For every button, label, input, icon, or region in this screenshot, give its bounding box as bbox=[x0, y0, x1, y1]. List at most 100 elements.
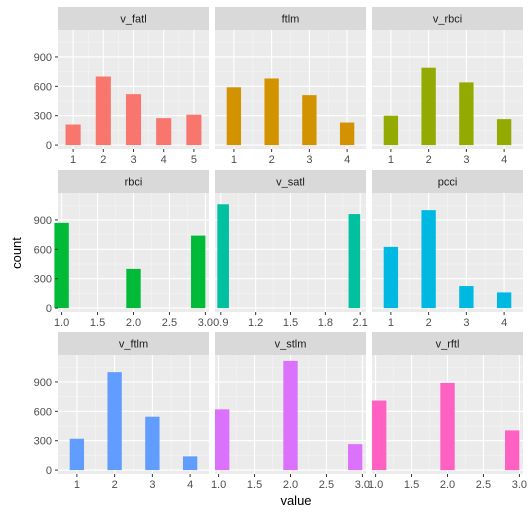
histogram-bar bbox=[107, 372, 122, 471]
histogram-bar bbox=[95, 76, 111, 146]
histogram-bar bbox=[182, 456, 198, 471]
facet-strip-label: v_stlm bbox=[275, 339, 307, 351]
facet-strip-label: v_satl bbox=[276, 177, 305, 189]
facet-strip bbox=[58, 170, 209, 193]
x-tick-label: 1 bbox=[70, 154, 76, 166]
y-tick-label: 0 bbox=[46, 303, 52, 315]
facet-panel-v-satl: v_satl 0.9 1.2 1.5 1.8 2.1 bbox=[213, 170, 368, 329]
x-tick-label: 2.5 bbox=[319, 479, 334, 491]
facet-panel-v-rbci: v_rbci 1 2 3 4 bbox=[372, 7, 523, 166]
histogram-bar bbox=[440, 382, 455, 471]
histogram-bar bbox=[496, 292, 512, 309]
histogram-bar bbox=[226, 87, 242, 146]
histogram-bar bbox=[459, 82, 474, 146]
facet-panel-pcci: pcci 1 2 3 4 bbox=[372, 170, 523, 329]
x-tick-label: 4 bbox=[344, 154, 350, 166]
x-tick-label: 2 bbox=[426, 317, 432, 329]
histogram-bar bbox=[496, 119, 512, 146]
histogram-bar bbox=[372, 400, 387, 471]
x-tick-label: 1.0 bbox=[211, 479, 226, 491]
x-tick-label: 1.8 bbox=[318, 317, 333, 329]
x-tick-label: 4 bbox=[161, 154, 167, 166]
facet-strip bbox=[372, 332, 523, 355]
histogram-bar bbox=[186, 114, 202, 146]
x-tick-label: 2.5 bbox=[476, 479, 491, 491]
x-tick-label: 2 bbox=[426, 154, 432, 166]
x-tick-label: 2.1 bbox=[353, 317, 368, 329]
y-tick-label: 900 bbox=[34, 52, 52, 64]
histogram-bar bbox=[283, 360, 298, 471]
x-tick-label: 1.5 bbox=[404, 479, 419, 491]
histogram-bar bbox=[54, 222, 69, 309]
x-tick-label: 2 bbox=[100, 154, 106, 166]
x-tick-label: 3 bbox=[149, 479, 155, 491]
y-tick-label: 300 bbox=[34, 111, 52, 123]
x-tick-label: 3 bbox=[130, 154, 136, 166]
x-tick-label: 2 bbox=[112, 479, 118, 491]
facet-strip-label: v_rbci bbox=[433, 14, 462, 26]
x-tick-label: 2.0 bbox=[283, 479, 298, 491]
histogram-bar bbox=[126, 268, 141, 309]
facet-strip bbox=[372, 7, 523, 30]
histogram-bar bbox=[459, 286, 474, 309]
facet-strip bbox=[58, 7, 209, 30]
facet-panel-v-stlm: v_stlm 1.0 1.5 2.0 2.5 3.0 bbox=[211, 332, 370, 491]
facet-strip-label: pcci bbox=[438, 177, 458, 189]
y-tick-label: 600 bbox=[34, 406, 52, 418]
histogram-bar bbox=[348, 214, 361, 309]
histogram-bar bbox=[145, 416, 160, 471]
x-tick-label: 1.5 bbox=[247, 479, 262, 491]
facet-strip-label: v_fatl bbox=[120, 14, 146, 26]
x-tick-label: 4 bbox=[501, 154, 507, 166]
histogram-bar bbox=[69, 438, 85, 471]
y-axis-title: count bbox=[9, 237, 24, 269]
histogram-bar bbox=[125, 94, 142, 146]
facet-strip-label: rbci bbox=[125, 177, 143, 189]
x-tick-label: 5 bbox=[191, 154, 197, 166]
histogram-bar bbox=[217, 204, 229, 309]
histogram-bar bbox=[264, 78, 279, 146]
histogram-bar bbox=[191, 235, 206, 309]
facet-panel-v-fatl: v_fatl 1 2 3 4 5 0 300 600 900 bbox=[34, 7, 209, 166]
x-tick-label: 3 bbox=[463, 154, 469, 166]
x-tick-label: 2.0 bbox=[440, 479, 455, 491]
x-tick-label: 0.9 bbox=[213, 317, 228, 329]
x-tick-label: 4 bbox=[501, 317, 507, 329]
y-tick-label: 900 bbox=[34, 215, 52, 227]
x-axis-title: value bbox=[280, 493, 311, 508]
x-tick-label: 3 bbox=[306, 154, 312, 166]
histogram-bar bbox=[348, 444, 363, 471]
x-tick-label: 1 bbox=[74, 479, 80, 491]
x-tick-label: 4 bbox=[187, 479, 193, 491]
facet-strip bbox=[215, 332, 366, 355]
y-tick-label: 300 bbox=[34, 274, 52, 286]
facet-strip-label: ftlm bbox=[282, 14, 300, 26]
facet-panels: v_fatl 1 2 3 4 5 0 300 600 900 ftlm 1 2 3 4 v_rbci 1 2 3 4 r… bbox=[34, 7, 527, 491]
histogram-bar bbox=[339, 122, 355, 146]
x-tick-label: 1 bbox=[231, 154, 237, 166]
facet-panel-ftlm: ftlm 1 2 3 4 bbox=[215, 7, 366, 166]
x-tick-label: 3.0 bbox=[198, 317, 213, 329]
facet-panel-rbci: rbci 1.0 1.5 2.0 2.5 3.0 0 300 600 900 bbox=[34, 170, 213, 329]
x-tick-label: 1.0 bbox=[54, 317, 69, 329]
x-tick-label: 1 bbox=[388, 154, 394, 166]
histogram-bar bbox=[383, 246, 399, 309]
facet-panel-v-ftlm: v_ftlm 1 2 3 4 0 300 600 900 bbox=[34, 332, 209, 491]
histogram-bar bbox=[383, 115, 399, 146]
y-tick-label: 900 bbox=[34, 377, 52, 389]
y-tick-label: 0 bbox=[46, 465, 52, 477]
facet-strip bbox=[215, 170, 366, 193]
x-tick-label: 2 bbox=[269, 154, 275, 166]
x-tick-label: 1.0 bbox=[368, 479, 383, 491]
facet-strip-label: v_ftlm bbox=[119, 339, 148, 351]
x-tick-label: 3.0 bbox=[355, 479, 370, 491]
facet-strip-label: v_rftl bbox=[436, 339, 460, 351]
x-tick-label: 1.5 bbox=[90, 317, 105, 329]
facet-strip bbox=[215, 7, 366, 30]
histogram-bar bbox=[215, 409, 230, 471]
x-tick-label: 1.2 bbox=[248, 317, 263, 329]
facet-strip bbox=[372, 170, 523, 193]
facet-strip bbox=[58, 332, 209, 355]
y-tick-label: 600 bbox=[34, 81, 52, 93]
histogram-bar bbox=[302, 95, 317, 146]
